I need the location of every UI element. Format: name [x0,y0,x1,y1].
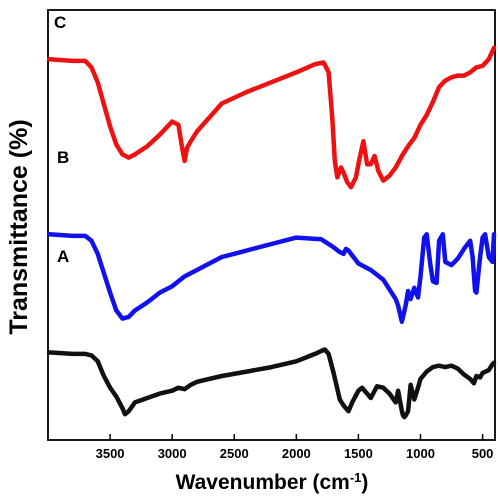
x-axis-label-sup: -1 [350,470,362,485]
x-axis-label-main: Wavenumber (cm [176,471,350,494]
series-line-b [46,232,497,325]
series-label-a: A [57,247,69,266]
series-group [46,45,497,420]
x-tick-label: 1000 [406,446,435,461]
series-label-c: C [54,13,66,32]
series-labels: C B A [54,13,69,266]
series-line-c [46,45,497,190]
x-axis-ticks: 3500 3000 2500 2000 1500 1000 500 [96,434,494,461]
x-axis-label-close: ) [361,471,368,494]
x-tick-label: 3500 [96,446,125,461]
x-tick-label: 2000 [282,446,311,461]
y-axis-label: Transmittance (%) [5,119,33,334]
x-tick-label: 3000 [158,446,187,461]
x-tick-label: 500 [472,446,494,461]
series-label-b: B [57,148,69,167]
x-tick-label: 1500 [344,446,373,461]
plot-frame [47,9,496,441]
x-tick-label: 2500 [220,446,249,461]
x-axis-label: Wavenumber (cm-1) [176,470,369,495]
series-line-a [46,347,497,420]
